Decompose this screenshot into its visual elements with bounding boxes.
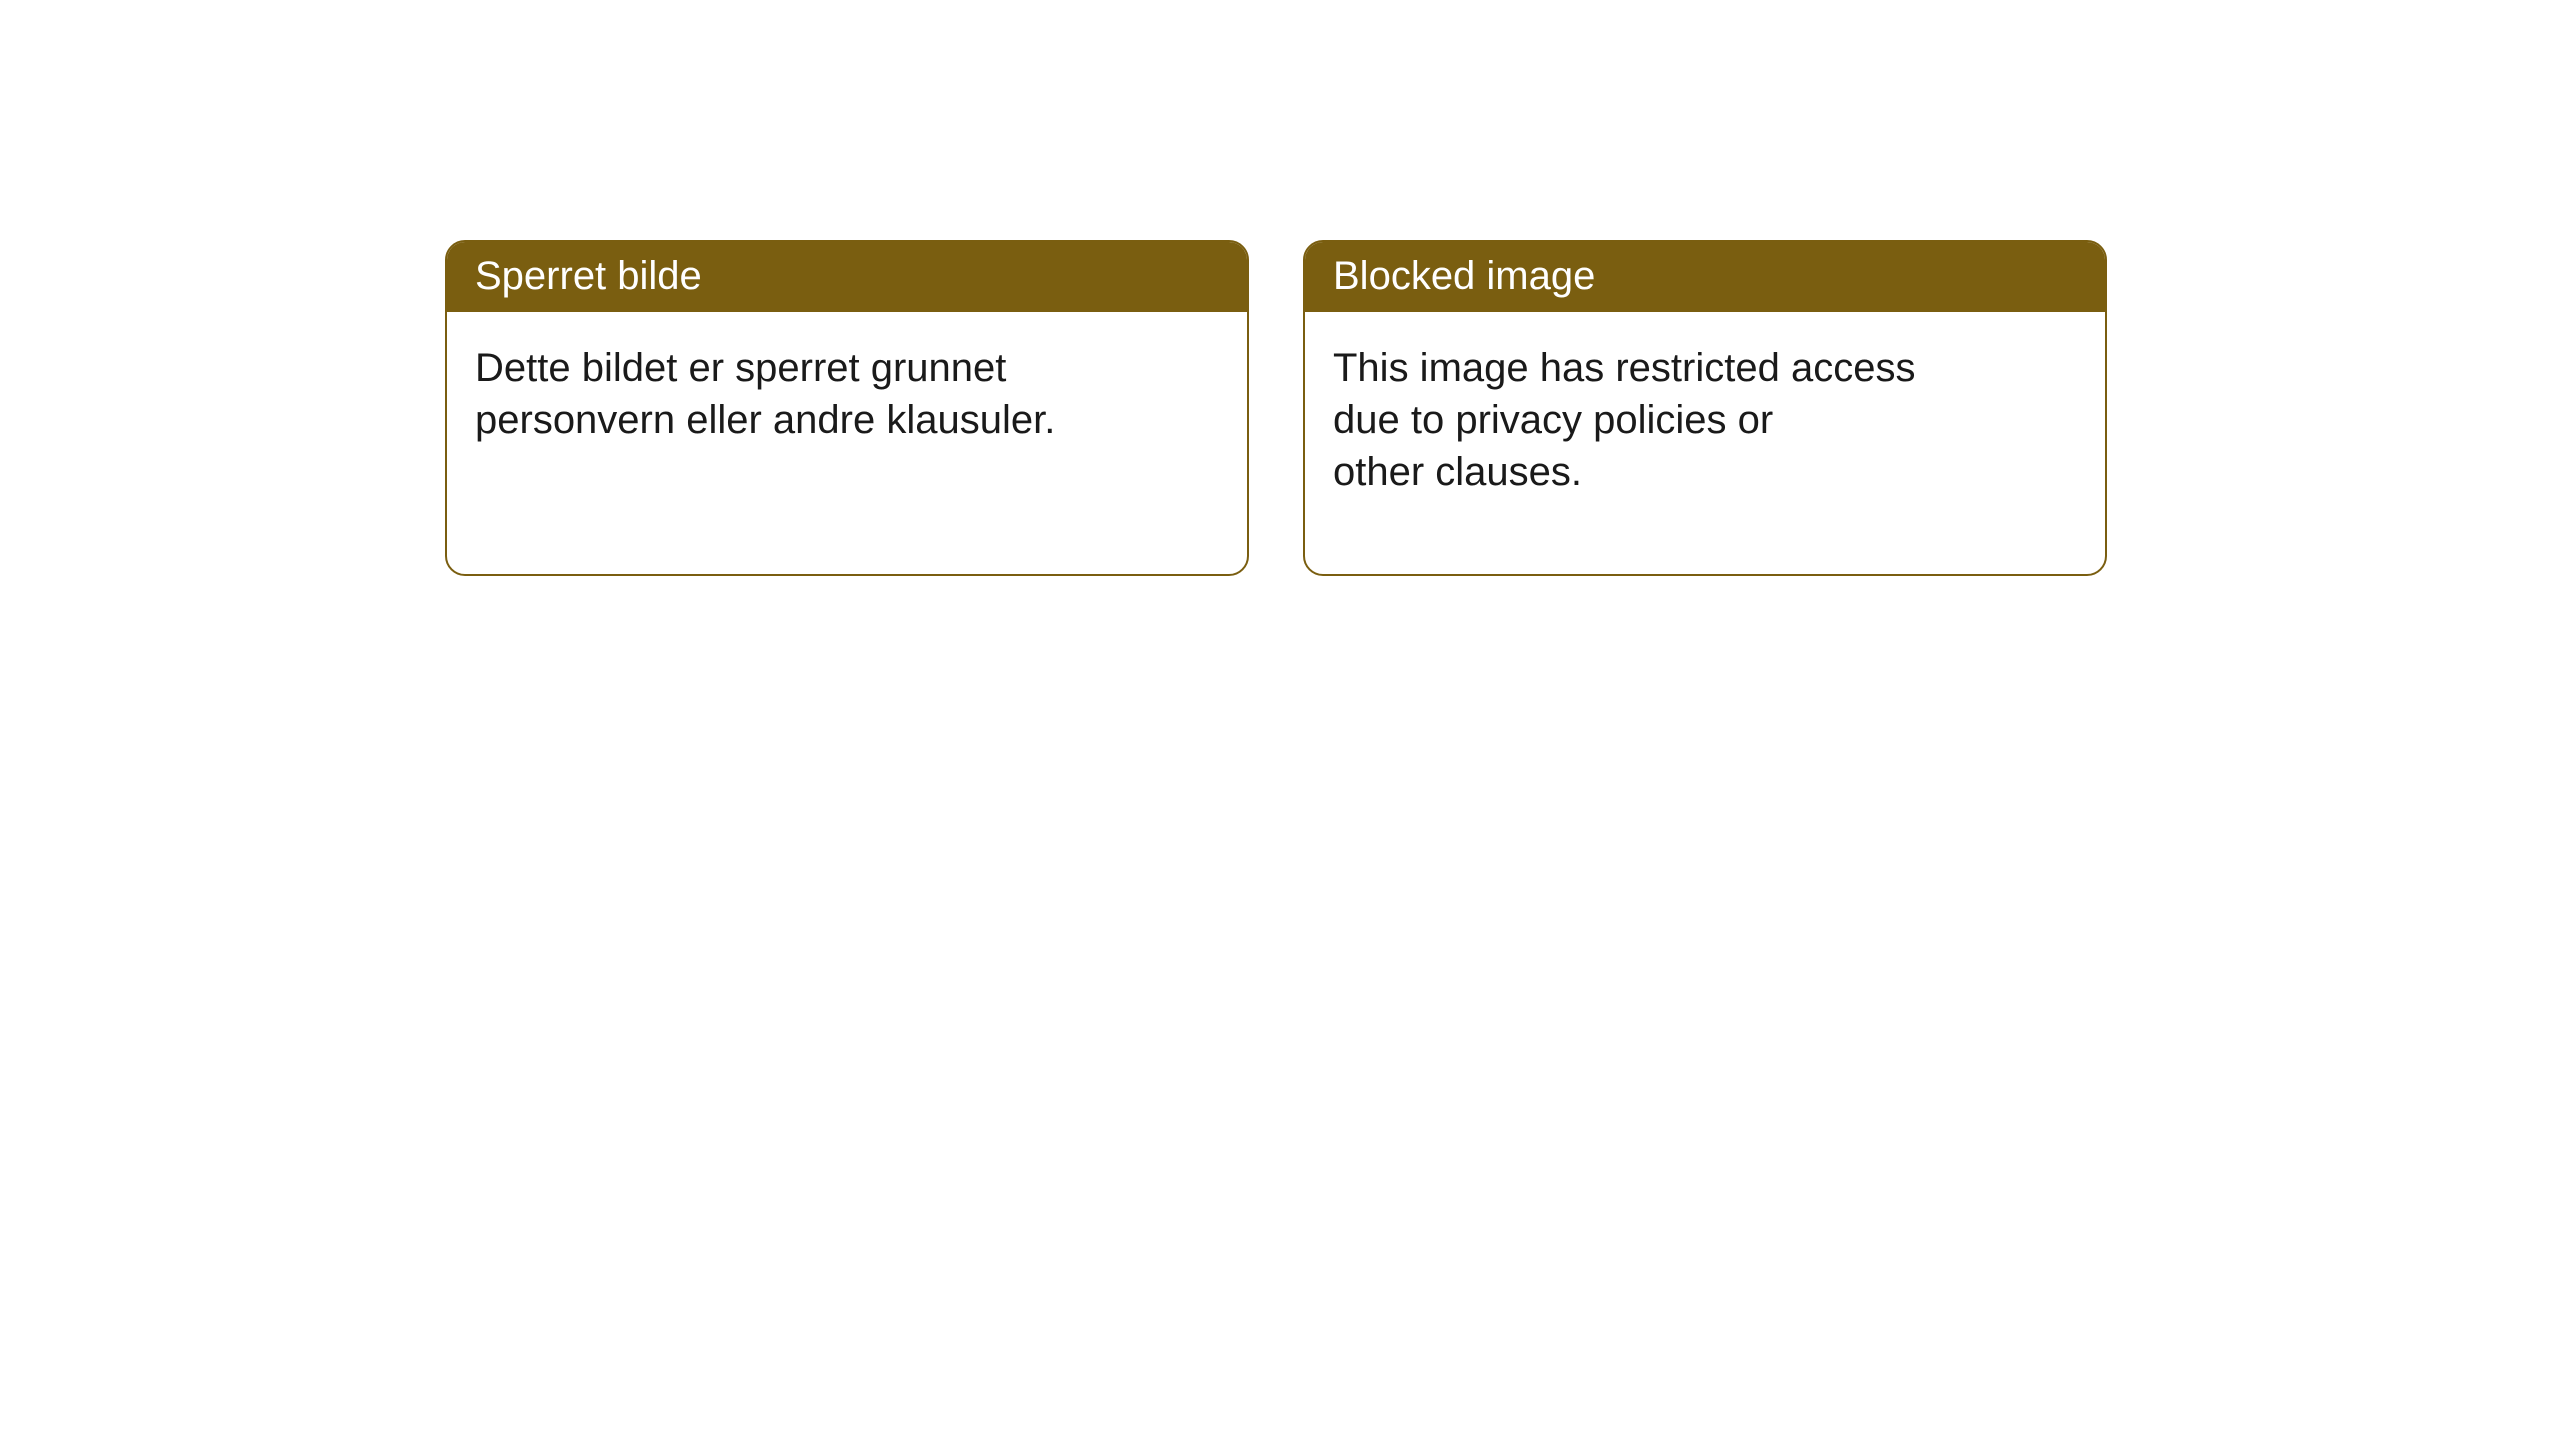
notice-card-title: Blocked image <box>1305 242 2105 312</box>
notice-card-body: Dette bildet er sperret grunnet personve… <box>447 312 1247 476</box>
notice-card-english: Blocked image This image has restricted … <box>1303 240 2107 576</box>
notice-card-title: Sperret bilde <box>447 242 1247 312</box>
notice-card-body: This image has restricted access due to … <box>1305 312 2105 528</box>
notice-card-norwegian: Sperret bilde Dette bildet er sperret gr… <box>445 240 1249 576</box>
notice-container: Sperret bilde Dette bildet er sperret gr… <box>0 0 2560 576</box>
